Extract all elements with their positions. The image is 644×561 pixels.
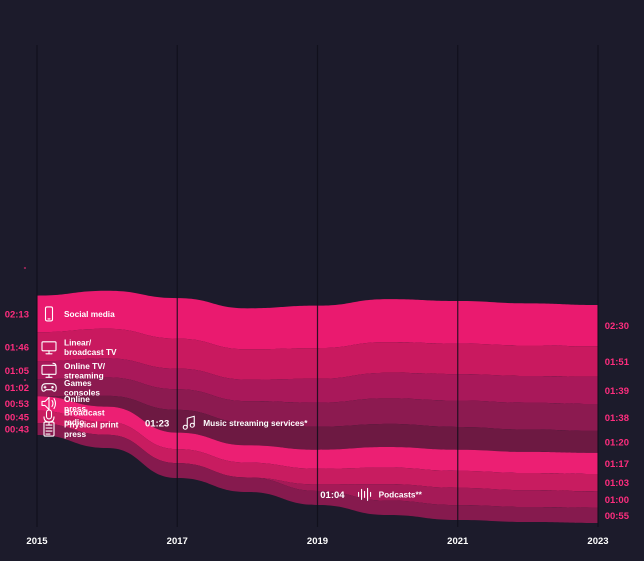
- series-label-games-consoles-line1: Games: [64, 378, 92, 388]
- mid-series-label-music-streaming-services: Music streaming services*: [203, 418, 308, 428]
- music-icon: [182, 415, 195, 430]
- series-label-online-press-line2: press: [64, 403, 87, 413]
- start-value-linear-broadcast-tv: 01:46: [5, 342, 29, 353]
- mid-series-label-podcasts: Podcasts**: [379, 489, 423, 499]
- start-value-social-media: 02:13: [5, 309, 29, 320]
- end-value-online-tv-streaming: 01:39: [605, 386, 629, 397]
- online-tv-icon: [41, 362, 57, 378]
- mid-value-music-streaming-services: 01:23: [145, 419, 169, 430]
- series-label-physical-print-press-line1: Physical print: [64, 420, 119, 430]
- phone-icon: [44, 306, 54, 322]
- start-value-online-press: 00:53: [5, 399, 29, 410]
- series-label-games-consoles-line2: consoles: [64, 388, 100, 398]
- end-value-podcasts: 01:00: [605, 495, 629, 506]
- newspaper-icon: [43, 421, 55, 437]
- left-separator-dash-1: -: [24, 263, 27, 272]
- end-value-social-media: 02:30: [605, 321, 629, 332]
- end-value-games-consoles: 01:38: [605, 413, 629, 424]
- series-label-online-press-line1: Online: [64, 394, 90, 404]
- end-value-broadcast-radio: 01:03: [605, 478, 629, 489]
- end-value-physical-print-press: 00:55: [605, 511, 630, 522]
- gamepad-icon: [41, 383, 57, 392]
- end-value-online-press: 01:17: [605, 459, 629, 470]
- x-tick-label: 2015: [26, 536, 48, 547]
- series-label-linear-broadcast-tv-line2: broadcast TV: [64, 347, 117, 357]
- podcast-icon: [358, 487, 372, 501]
- series-label-physical-print-press-line2: press: [64, 429, 87, 439]
- start-value-online-tv-streaming: 01:05: [5, 366, 30, 377]
- series-label-online-tv-streaming-line1: Online TV/: [64, 361, 106, 371]
- x-tick-label: 2019: [307, 536, 328, 547]
- x-tick-label: 2023: [587, 536, 608, 547]
- mid-value-podcasts: 01:04: [320, 490, 345, 501]
- series-label-online-tv-streaming-line2: streaming: [64, 370, 104, 380]
- series-label-linear-broadcast-tv-line1: Linear/: [64, 337, 92, 347]
- x-tick-label: 2017: [167, 536, 188, 547]
- start-value-physical-print-press: 00:43: [5, 425, 29, 436]
- start-value-games-consoles: 01:02: [5, 383, 29, 394]
- series-label-broadcast-radio-line2: radio: [64, 417, 84, 427]
- left-separator-dash-2: -: [24, 375, 27, 384]
- chart-labels: 2015 2017 2019 2021 2023 02:13 Social media 02:…: [5, 263, 630, 547]
- year-gridlines: [36, 45, 599, 527]
- end-value-linear-broadcast-tv: 01:51: [605, 357, 630, 368]
- series-label-broadcast-radio-line1: Broadcast: [64, 407, 105, 417]
- tv-icon: [41, 341, 57, 355]
- start-value-broadcast-radio: 00:45: [5, 412, 30, 423]
- end-value-music-streaming-services: 01:20: [605, 437, 629, 448]
- x-tick-label: 2021: [447, 536, 469, 547]
- series-label-social-media: Social media: [64, 309, 115, 319]
